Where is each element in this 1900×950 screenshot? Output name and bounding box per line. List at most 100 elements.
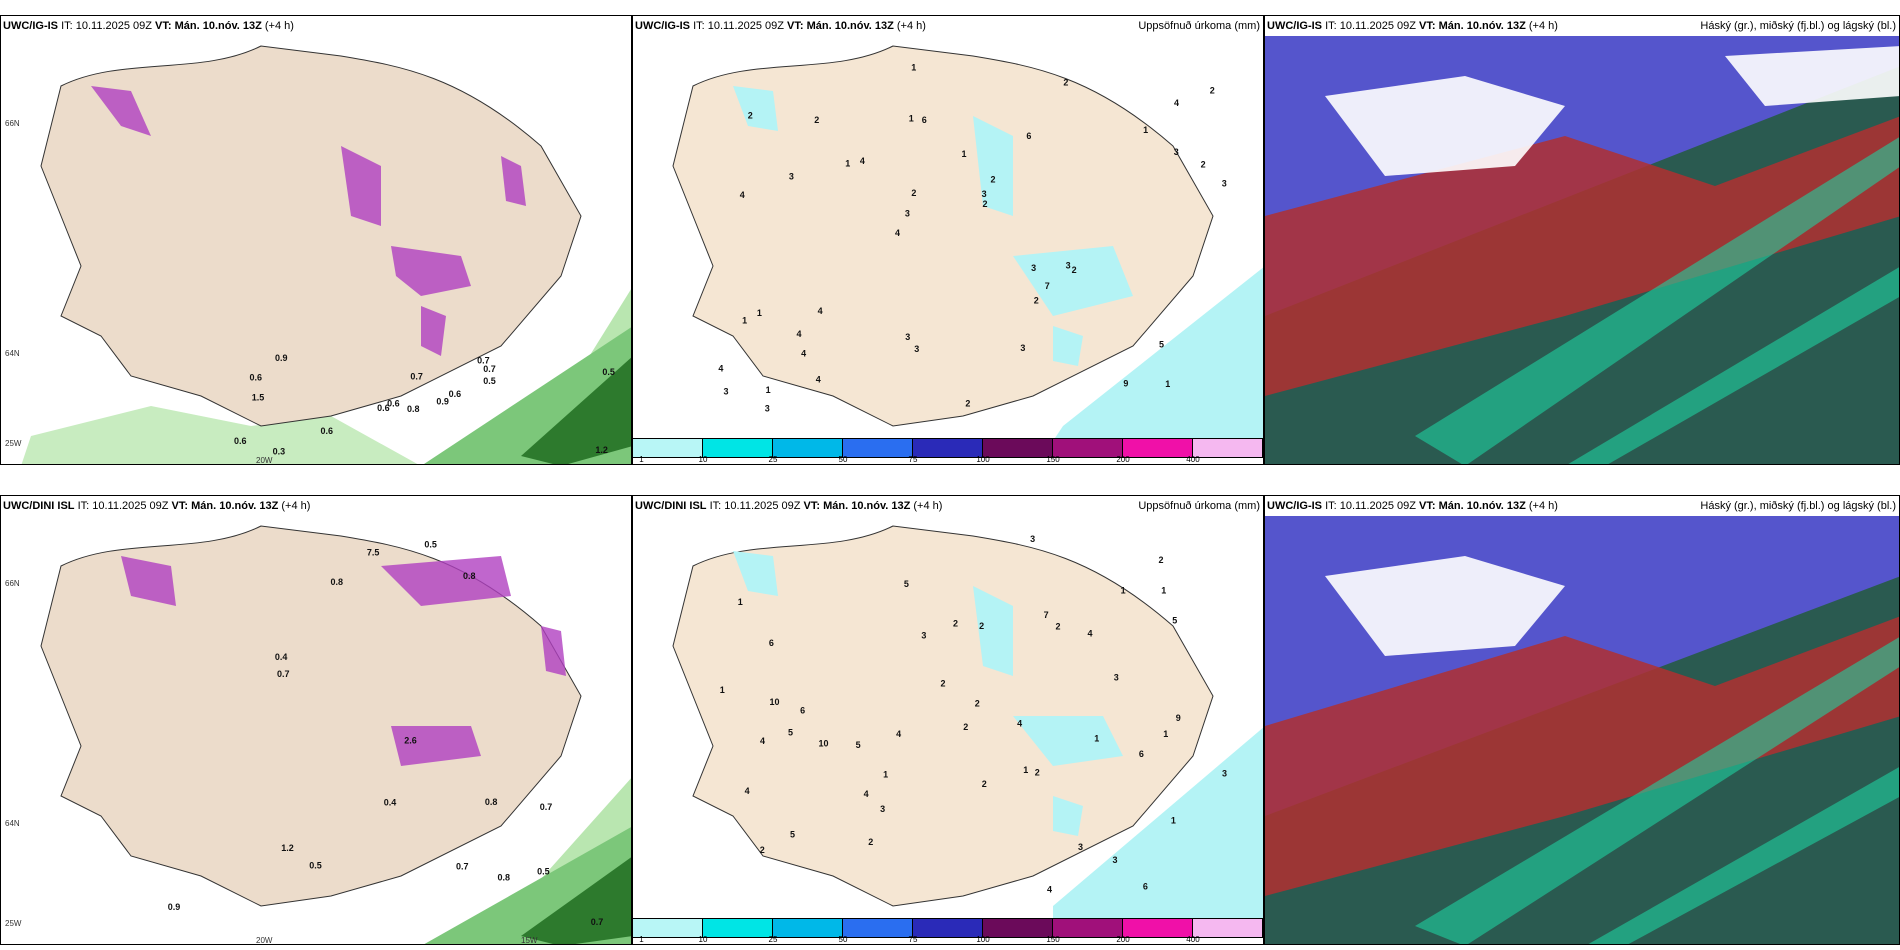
value-label: 2 xyxy=(991,175,996,185)
panel-header: UWC/IG-IS IT: 10.11.2025 09Z VT: Mán. 10… xyxy=(1265,496,1899,516)
scale-tick: 400 xyxy=(1186,935,1200,944)
valid-time: VT: Mán. 10.nóv. 13Z xyxy=(1419,20,1526,32)
precip-cyan-sea xyxy=(1053,267,1263,441)
value-label: 6 xyxy=(1026,131,1031,141)
scale-tick: 10 xyxy=(698,935,708,944)
panel-cloud-top: UWC/IG-IS IT: 10.11.2025 09Z VT: Mán. 10… xyxy=(1264,15,1900,465)
init-time: IT: 10.11.2025 09Z xyxy=(77,500,169,512)
lon-20-label: 20W xyxy=(256,456,273,465)
value-label: 2 xyxy=(953,618,958,628)
value-label: 4 xyxy=(1047,885,1052,895)
scale-tick: 75 xyxy=(908,455,918,464)
value-label: 4 xyxy=(760,736,765,746)
value-label: 3 xyxy=(1222,769,1227,779)
wind-map: 66N 64N 25W 20W 15W 0.90.72.60.40.80.50.… xyxy=(1,516,631,945)
value-label: 3 xyxy=(921,631,926,641)
scale-tick: 50 xyxy=(838,455,848,464)
lon-25-label: 25W xyxy=(5,919,22,928)
scale-tick: 25 xyxy=(768,935,778,944)
panel-header: UWC/DINI ISL IT: 10.11.2025 09Z VT: Mán.… xyxy=(633,496,1263,516)
init-time: IT: 10.11.2025 09Z xyxy=(1325,20,1416,32)
value-label: 1 xyxy=(1165,379,1170,389)
valid-time: VT: Mán. 10.nóv. 13Z xyxy=(803,500,911,512)
value-label: 0.6 xyxy=(250,372,263,382)
precip-magenta xyxy=(121,556,176,606)
value-label: 5 xyxy=(1172,615,1177,625)
value-label: 1 xyxy=(1161,585,1166,595)
wind-values: 0.9 0.7 2.6 0.4 0.8 0.5 0.5 0.8 0.8 1.2 0.7 0.7 0.5 7… xyxy=(168,539,604,927)
value-label: 3 xyxy=(1113,855,1118,865)
scale-tick: 200 xyxy=(1116,935,1130,944)
model-name: UWC/IG-IS xyxy=(1267,20,1322,32)
wind-values: 0.80.60.60.60.60.60.70.70.70.90.91.21.50… xyxy=(234,353,615,457)
scale-swatch xyxy=(913,919,983,937)
value-label: 2 xyxy=(963,722,968,732)
value-label: 7.5 xyxy=(367,548,380,558)
scale-tick: 75 xyxy=(908,935,918,944)
value-label: 9 xyxy=(1176,713,1181,723)
panel-precip-bottom: UWC/DINI ISL IT: 10.11.2025 09Z VT: Mán.… xyxy=(632,495,1264,945)
iceland-land xyxy=(672,45,1214,427)
value-label: 2 xyxy=(1072,265,1077,275)
value-label: 0.5 xyxy=(424,539,437,549)
mid-cloud-area xyxy=(1265,116,1899,396)
value-label: 0.7 xyxy=(277,669,290,679)
value-label: 0.8 xyxy=(331,577,344,587)
value-label: 1 xyxy=(1171,816,1176,826)
valid-time: VT: Mán. 10.nóv. 13Z xyxy=(155,20,262,32)
precip-map: 1444611114446222133333222495321324233321… xyxy=(633,36,1263,464)
wind-map: 66N 64N 25W 20W 0.80.60.60.60.60.60.70.7… xyxy=(1,36,631,465)
precip-cyan-sea xyxy=(1053,727,1263,921)
model-name: UWC/IG-IS xyxy=(3,20,58,32)
value-label: 7 xyxy=(1044,610,1049,620)
value-label: 2 xyxy=(941,678,946,688)
scale-swatch xyxy=(983,919,1053,937)
value-label: 6 xyxy=(769,638,774,648)
value-label: 0.7 xyxy=(410,372,423,382)
value-label: 0.6 xyxy=(387,399,400,409)
valid-time: VT: Mán. 10.nóv. 13Z xyxy=(171,500,279,512)
value-label: 4 xyxy=(745,786,750,796)
value-label: 4 xyxy=(1017,718,1022,728)
value-label: 1 xyxy=(1094,734,1099,744)
value-label: 3 xyxy=(1078,842,1083,852)
model-name: UWC/DINI ISL xyxy=(635,500,707,512)
value-label: 2 xyxy=(1056,621,1061,631)
lead-time: (+4 h) xyxy=(264,20,294,32)
value-label: 2 xyxy=(1063,78,1068,88)
value-label: 2 xyxy=(965,399,970,409)
value-label: 5 xyxy=(856,740,861,750)
panel-precip-top: UWC/IG-IS IT: 10.11.2025 09Z VT: Mán. 10… xyxy=(632,15,1264,465)
value-label: 3 xyxy=(1066,261,1071,271)
value-label: 3 xyxy=(1031,263,1036,273)
value-label: 1 xyxy=(766,385,771,395)
lon-20-label: 20W xyxy=(256,936,273,945)
scale-swatch xyxy=(1123,439,1193,457)
scale-tick: 400 xyxy=(1186,455,1200,464)
scale-swatch xyxy=(773,439,843,457)
value-label: 3 xyxy=(1174,147,1179,157)
value-label: 3 xyxy=(880,804,885,814)
value-label: 0.7 xyxy=(477,356,490,366)
value-label: 2 xyxy=(979,621,984,631)
value-label: 1 xyxy=(883,770,888,780)
scale-tick: 150 xyxy=(1046,455,1060,464)
value-label: 2 xyxy=(814,115,819,125)
value-label: 4 xyxy=(1088,628,1093,638)
init-time: IT: 10.11.2025 09Z xyxy=(1325,500,1416,512)
precip-color-scale: 1 10 25 50 75 100 150 200 400 xyxy=(633,918,1263,944)
lon-25-label: 25W xyxy=(5,439,22,448)
lat-64-label: 64N xyxy=(5,819,20,828)
value-label: 4 xyxy=(816,374,821,384)
lat-66-label: 66N xyxy=(5,119,20,128)
value-label: 1 xyxy=(720,685,725,695)
scale-swatch xyxy=(703,919,773,937)
lat-64-label: 64N xyxy=(5,349,20,358)
value-label: 1.2 xyxy=(595,445,608,455)
value-label: 4 xyxy=(797,329,802,339)
value-label: 4 xyxy=(860,156,865,166)
scale-swatch xyxy=(843,439,913,457)
panel-cloud-bottom: UWC/IG-IS IT: 10.11.2025 09Z VT: Mán. 10… xyxy=(1264,495,1900,945)
